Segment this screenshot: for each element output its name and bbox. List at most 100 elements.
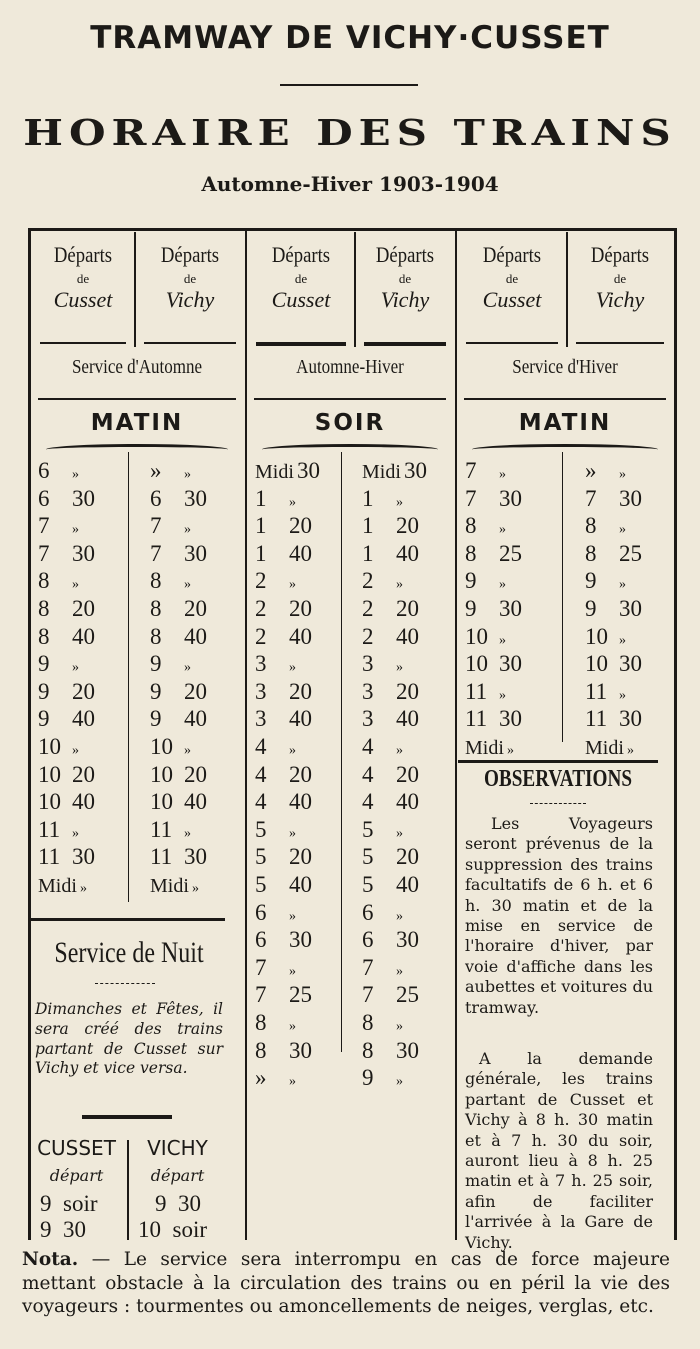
minute: 40 bbox=[289, 706, 312, 732]
minute: » bbox=[396, 577, 403, 593]
departure-time: 2 20 bbox=[362, 595, 419, 622]
night-service-note: Dimanches et Fêtes, il sera créé des tra… bbox=[35, 1000, 223, 1078]
minute: 40 bbox=[396, 540, 419, 566]
departure-time: 9 30 bbox=[585, 595, 642, 622]
departure-time: 2 40 bbox=[362, 623, 419, 650]
minute: 30 bbox=[289, 1037, 312, 1063]
hour: 10 bbox=[150, 761, 173, 787]
departure-time: Midi» bbox=[150, 871, 199, 898]
departure-time: 6» bbox=[255, 899, 296, 926]
night-vichy-time: 10 soir bbox=[138, 1217, 207, 1242]
minute: 20 bbox=[184, 596, 207, 621]
hour: 9 bbox=[465, 596, 477, 621]
station-name: Vichy bbox=[165, 287, 215, 312]
minute: » bbox=[289, 577, 296, 593]
departure-time: 7» bbox=[465, 457, 506, 484]
departure-time: 5» bbox=[362, 816, 403, 843]
departure-time: 9» bbox=[38, 650, 79, 677]
column-header: Départs de Cusset bbox=[458, 244, 566, 311]
minute: » bbox=[72, 577, 79, 593]
departure-time: Midi 30 bbox=[255, 457, 320, 484]
minute: » bbox=[396, 1074, 403, 1090]
departure-time: 6» bbox=[362, 899, 403, 926]
minute: 40 bbox=[289, 872, 312, 897]
departure-time: 9» bbox=[150, 650, 191, 677]
departure-time: 3 40 bbox=[362, 705, 419, 732]
minute: 30 bbox=[184, 540, 207, 566]
night-cusset-label: CUSSET bbox=[37, 1136, 116, 1160]
minute: » bbox=[289, 908, 296, 924]
minute: » bbox=[499, 467, 506, 482]
departure-time: 7» bbox=[255, 954, 296, 981]
departure-time: 8» bbox=[465, 512, 506, 539]
minute: » bbox=[396, 908, 403, 924]
departure-time: 9» bbox=[362, 1064, 403, 1091]
minute: » bbox=[289, 1019, 296, 1034]
departure-time: 9» bbox=[465, 567, 506, 594]
hour: 2 bbox=[255, 623, 267, 649]
hour: Midi bbox=[585, 737, 624, 759]
departure-time: 2 20 bbox=[255, 595, 312, 622]
minute: 30 bbox=[619, 706, 642, 732]
departure-time: 5 40 bbox=[362, 871, 419, 898]
minute: 25 bbox=[499, 540, 522, 566]
departure-time: 10 » bbox=[585, 623, 626, 650]
hour: 9 bbox=[362, 1065, 374, 1091]
minute: 30 bbox=[289, 927, 312, 953]
minute: » bbox=[619, 522, 626, 538]
minute: » bbox=[72, 825, 79, 841]
hour: 10 bbox=[465, 651, 488, 677]
hour: 8 bbox=[255, 1037, 267, 1063]
hour: 2 bbox=[255, 568, 267, 594]
hour: 4 bbox=[362, 789, 374, 815]
departs-label: Départs bbox=[590, 242, 650, 267]
hour: 1 bbox=[255, 513, 267, 539]
minute: » bbox=[289, 494, 296, 510]
minute: 40 bbox=[289, 623, 312, 649]
column-header: Départs de Cusset bbox=[32, 244, 134, 311]
departure-time: 4» bbox=[362, 733, 403, 760]
hour: 8 bbox=[150, 623, 162, 649]
hour: 5 bbox=[362, 816, 374, 842]
departs-label: Départs bbox=[482, 242, 542, 267]
minute: » bbox=[619, 467, 626, 482]
minute: » bbox=[289, 1074, 296, 1090]
departs-label: Départs bbox=[53, 242, 113, 267]
departure-time: 10 20 bbox=[38, 761, 95, 788]
night-vichy-time: 9 30 bbox=[155, 1191, 201, 1216]
hour: 4 bbox=[255, 734, 267, 759]
ornament bbox=[262, 444, 438, 455]
minute: » bbox=[72, 743, 79, 758]
minute: 20 bbox=[396, 678, 419, 704]
hour: 7 bbox=[465, 485, 477, 511]
hour: 11 bbox=[38, 816, 61, 842]
minute: » bbox=[184, 743, 191, 758]
departure-time: 7 25 bbox=[362, 981, 419, 1008]
hour: Midi bbox=[362, 461, 401, 483]
hour: 5 bbox=[255, 872, 267, 897]
de-label: de bbox=[613, 271, 627, 286]
hour: Midi bbox=[255, 461, 294, 483]
divider bbox=[280, 84, 418, 86]
minute: 40 bbox=[184, 623, 207, 649]
nota-text: — Le service sera interrompu en cas de f… bbox=[22, 1249, 670, 1317]
hour: 10 bbox=[38, 761, 61, 787]
station-name: Vichy bbox=[595, 287, 645, 312]
hour: 3 bbox=[362, 706, 374, 732]
departure-time: 7 30 bbox=[585, 485, 642, 512]
departure-time: 9 30 bbox=[465, 595, 522, 622]
hour: 6 bbox=[255, 899, 267, 925]
hour: 11 bbox=[150, 816, 173, 842]
night-vichy-label: VICHY bbox=[147, 1136, 208, 1160]
hour: 1 bbox=[362, 485, 374, 511]
night-cusset-time: 9 soir bbox=[40, 1191, 98, 1216]
minute: 30 bbox=[184, 485, 207, 511]
minute: 30 bbox=[499, 706, 522, 732]
hour: 3 bbox=[362, 678, 374, 704]
departure-time: 8» bbox=[585, 512, 626, 539]
de-label: de bbox=[183, 271, 197, 286]
departure-time: 10 » bbox=[38, 733, 79, 760]
hour: 8 bbox=[465, 513, 477, 539]
departure-time: 11 » bbox=[38, 816, 79, 843]
